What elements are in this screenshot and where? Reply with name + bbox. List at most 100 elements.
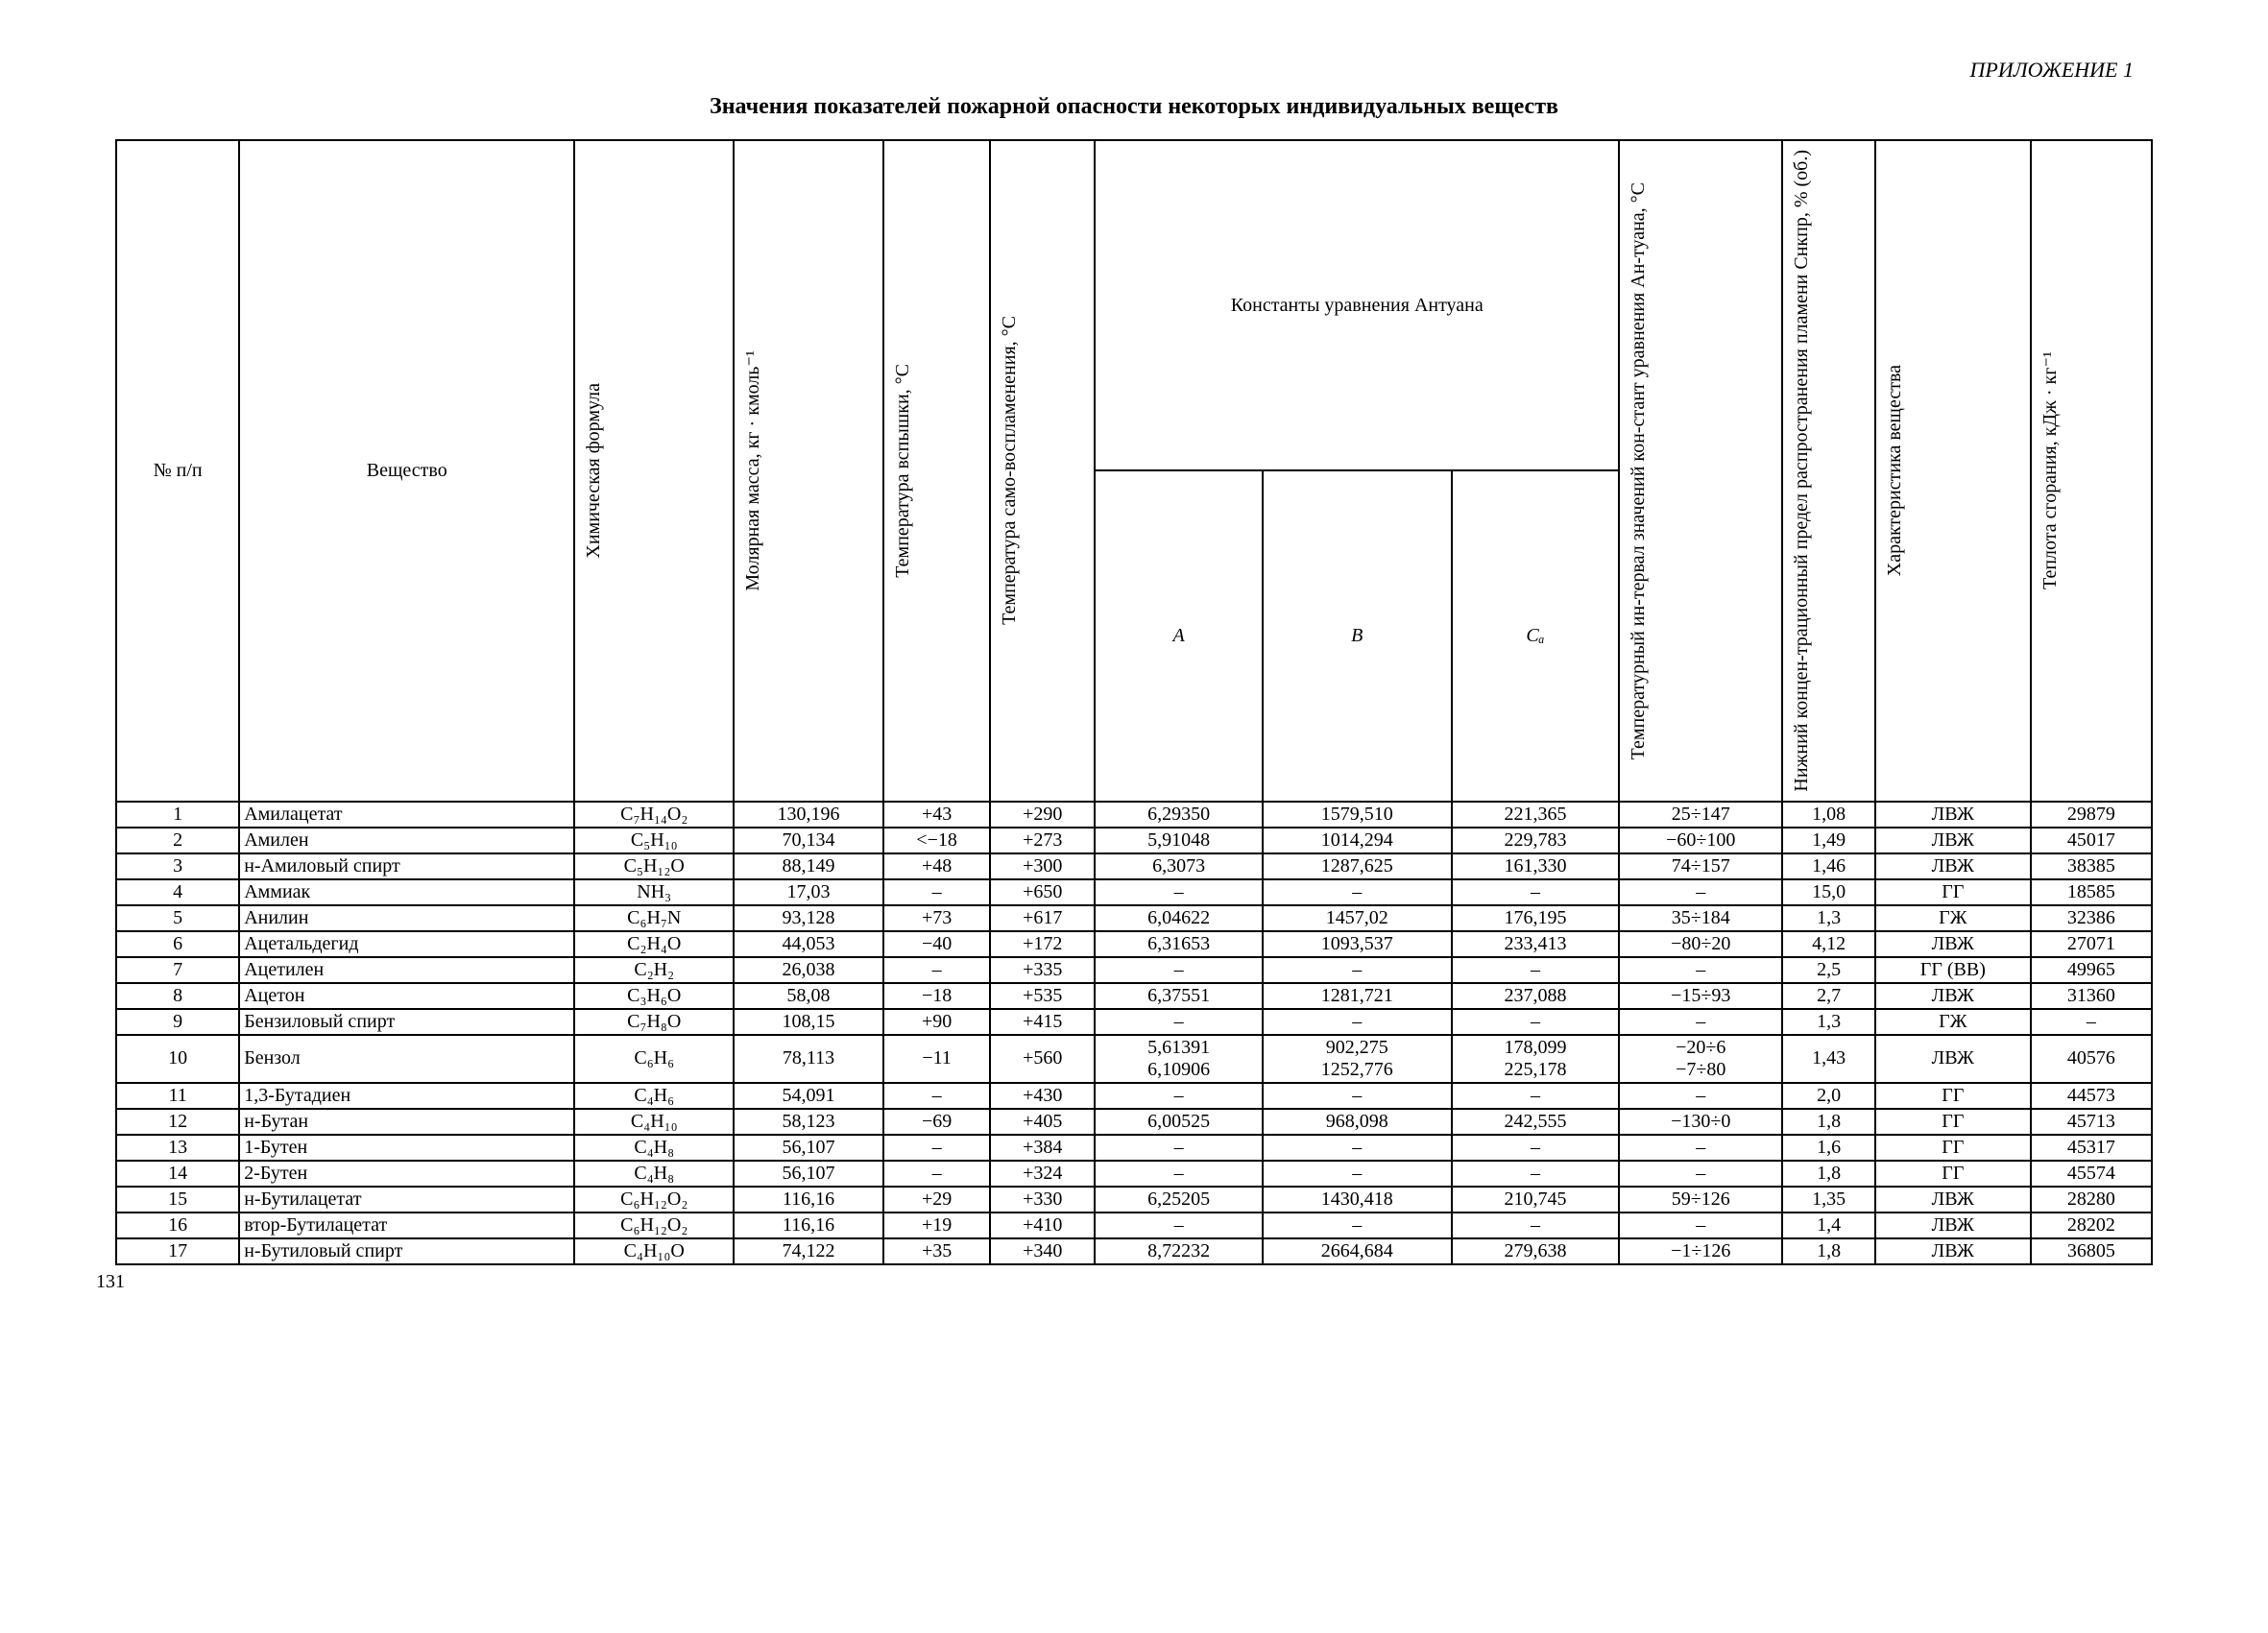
col-antoine-group: Константы уравнения Антуана — [1095, 140, 1619, 470]
cell-ch: ЛВЖ — [1875, 828, 2031, 853]
cell-ll: 15,0 — [1782, 879, 1875, 905]
cell-mm: 17,03 — [734, 879, 883, 905]
cell-at: +384 — [990, 1135, 1095, 1161]
header-row-1: № п/п Вещество Химическая формула Молярн… — [116, 140, 2152, 470]
cell-ti: – — [1619, 1009, 1782, 1035]
cell-formula: C₂H₄O — [574, 931, 734, 957]
cell-A: – — [1095, 957, 1263, 983]
cell-formula: C₆H₁₂O₂ — [574, 1213, 734, 1238]
cell-idx: 16 — [116, 1213, 239, 1238]
cell-name: Бензиловый спирт — [239, 1009, 574, 1035]
cell-formula: C₇H₁₄O₂ — [574, 802, 734, 828]
table-row: 9Бензиловый спиртC₇H₈O108,15+90+415––––1… — [116, 1009, 2152, 1035]
cell-A: 6,31653 — [1095, 931, 1263, 957]
cell-mm: 58,123 — [734, 1109, 883, 1135]
cell-B: 1014,294 — [1263, 828, 1452, 853]
cell-ti: 25÷147 — [1619, 802, 1782, 828]
cell-h: 38385 — [2031, 853, 2152, 879]
cell-C: 279,638 — [1452, 1238, 1620, 1264]
page-title: Значения показателей пожарной опасности … — [115, 94, 2153, 120]
cell-ll: 2,5 — [1782, 957, 1875, 983]
cell-ll: 1,49 — [1782, 828, 1875, 853]
cell-C: 176,195 — [1452, 905, 1620, 931]
cell-A: 8,72232 — [1095, 1238, 1263, 1264]
cell-ti: – — [1619, 1083, 1782, 1109]
cell-A: 6,00525 — [1095, 1109, 1263, 1135]
cell-name: 1,3-Бутадиен — [239, 1083, 574, 1109]
table-row: 16втор-БутилацетатC₆H₁₂O₂116,16+19+410––… — [116, 1213, 2152, 1238]
cell-formula: C₄H₈ — [574, 1161, 734, 1187]
cell-C: – — [1452, 957, 1620, 983]
cell-B: – — [1263, 1135, 1452, 1161]
cell-at: +330 — [990, 1187, 1095, 1213]
cell-ch: ГГ — [1875, 1083, 2031, 1109]
cell-formula: C₃H₆O — [574, 983, 734, 1009]
cell-h: 44573 — [2031, 1083, 2152, 1109]
cell-at: +273 — [990, 828, 1095, 853]
cell-idx: 8 — [116, 983, 239, 1009]
col-A: A — [1095, 470, 1263, 801]
cell-mm: 56,107 — [734, 1135, 883, 1161]
cell-ch: ГГ — [1875, 879, 2031, 905]
cell-ll: 1,35 — [1782, 1187, 1875, 1213]
cell-name: Амилацетат — [239, 802, 574, 828]
cell-idx: 12 — [116, 1109, 239, 1135]
cell-mm: 54,091 — [734, 1083, 883, 1109]
cell-ti: −60÷100 — [1619, 828, 1782, 853]
cell-ft: +90 — [883, 1009, 990, 1035]
cell-A: – — [1095, 1161, 1263, 1187]
cell-formula: C₅H₁₀ — [574, 828, 734, 853]
cell-C: – — [1452, 1009, 1620, 1035]
cell-idx: 7 — [116, 957, 239, 983]
cell-idx: 1 — [116, 802, 239, 828]
cell-ft: – — [883, 1135, 990, 1161]
table-row: 142-БутенC₄H₈56,107–+324––––1,8ГГ45574 — [116, 1161, 2152, 1187]
cell-B: 1579,510 — [1263, 802, 1452, 828]
cell-ll: 1,6 — [1782, 1135, 1875, 1161]
cell-ll: 1,43 — [1782, 1035, 1875, 1083]
col-autoign-temp: Температура само-воспламенения, °C — [990, 140, 1095, 802]
cell-mm: 56,107 — [734, 1161, 883, 1187]
table-row: 2АмиленC₅H₁₀70,134<−18+2735,910481014,29… — [116, 828, 2152, 853]
cell-at: +410 — [990, 1213, 1095, 1238]
cell-idx: 15 — [116, 1187, 239, 1213]
cell-at: +172 — [990, 931, 1095, 957]
cell-ft: – — [883, 879, 990, 905]
cell-ft: −69 — [883, 1109, 990, 1135]
cell-ch: ГГ — [1875, 1135, 2031, 1161]
cell-ti: – — [1619, 957, 1782, 983]
cell-B: 1430,418 — [1263, 1187, 1452, 1213]
col-flash-temp: Температура вспышки, °C — [883, 140, 990, 802]
cell-ll: 1,08 — [1782, 802, 1875, 828]
cell-h: 45574 — [2031, 1161, 2152, 1187]
table-body: 1АмилацетатC₇H₁₄O₂130,196+43+2906,293501… — [116, 802, 2152, 1264]
cell-C: – — [1452, 1135, 1620, 1161]
cell-ti: 59÷126 — [1619, 1187, 1782, 1213]
cell-name: н-Бутилацетат — [239, 1187, 574, 1213]
cell-ch: ЛВЖ — [1875, 983, 2031, 1009]
cell-B: 1457,02 — [1263, 905, 1452, 931]
appendix-label: ПРИЛОЖЕНИЕ 1 — [115, 58, 2134, 83]
cell-ll: 1,8 — [1782, 1238, 1875, 1264]
cell-B: 1281,721 — [1263, 983, 1452, 1009]
cell-ti: −1÷126 — [1619, 1238, 1782, 1264]
cell-h: 36805 — [2031, 1238, 2152, 1264]
col-characteristic: Характеристика вещества — [1875, 140, 2031, 802]
cell-name: Ацетон — [239, 983, 574, 1009]
cell-B: – — [1263, 1161, 1452, 1187]
col-formula: Химическая формула — [574, 140, 734, 802]
cell-name: Анилин — [239, 905, 574, 931]
cell-mm: 70,134 — [734, 828, 883, 853]
cell-ll: 1,4 — [1782, 1213, 1875, 1238]
cell-C: 161,330 — [1452, 853, 1620, 879]
cell-mm: 74,122 — [734, 1238, 883, 1264]
cell-mm: 116,16 — [734, 1187, 883, 1213]
cell-formula: C₄H₁₀O — [574, 1238, 734, 1264]
cell-ti: −20÷6−7÷80 — [1619, 1035, 1782, 1083]
cell-name: втор-Бутилацетат — [239, 1213, 574, 1238]
cell-C: 229,783 — [1452, 828, 1620, 853]
cell-ch: ГГ — [1875, 1109, 2031, 1135]
cell-h: 40576 — [2031, 1035, 2152, 1083]
col-temp-interval: Температурный ин-тервал значений кон-ста… — [1619, 140, 1782, 802]
cell-B: – — [1263, 1009, 1452, 1035]
